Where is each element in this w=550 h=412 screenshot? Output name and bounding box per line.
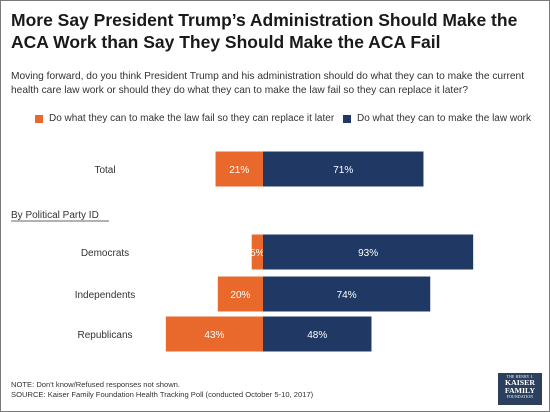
bar-fail-total [215, 151, 263, 187]
bar-work-democrats [263, 234, 474, 270]
legend-label-work: Do what they can to make the law work [357, 113, 531, 124]
legend-item-fail: Do what they can to make the law fail so… [35, 113, 334, 124]
data-label-fail-total: 21% [229, 165, 249, 176]
category-label-total: Total [94, 165, 115, 176]
data-label-work-democrats: 93% [358, 248, 378, 259]
chart-title: More Say President Trump’s Administratio… [11, 10, 518, 52]
chart-subtitle: Moving forward, do you think President T… [11, 71, 525, 96]
legend-item-work: Do what they can to make the law work [343, 113, 531, 124]
category-label-democrats: Democrats [81, 248, 129, 259]
bar-fail-democrats [251, 234, 263, 270]
kff-logo: THE HENRY J. KAISER FAMILY FOUNDATION [498, 373, 542, 405]
legend-label-fail: Do what they can to make the law fail so… [49, 113, 335, 124]
group-label: By Political Party ID [11, 210, 99, 221]
legend-swatch-work [343, 114, 351, 123]
bar-work-independents [263, 276, 431, 312]
data-label-fail-democrats: 5% [250, 248, 265, 259]
legend-swatch-fail [35, 114, 43, 123]
source-text: SOURCE: Kaiser Family Foundation Health … [11, 390, 314, 399]
bar-work-total [263, 151, 424, 187]
chart-notes: NOTE: Don't know/Refused responses not s… [11, 380, 313, 400]
data-label-fail-independents: 20% [230, 290, 250, 301]
category-label-republicans: Republicans [77, 330, 132, 341]
data-label-work-total: 71% [333, 165, 353, 176]
category-label-independents: Independents [75, 290, 136, 301]
data-label-fail-republicans: 43% [204, 330, 224, 341]
data-label-work-republicans: 48% [307, 330, 327, 341]
bar-work-republicans [263, 316, 372, 352]
bar-fail-independents [217, 276, 263, 312]
data-label-work-independents: 74% [337, 290, 357, 301]
note-text: NOTE: Don't know/Refused responses not s… [11, 380, 181, 389]
bar-fail-republicans [165, 316, 263, 352]
legend: Do what they can to make the law fail so… [1, 113, 550, 129]
